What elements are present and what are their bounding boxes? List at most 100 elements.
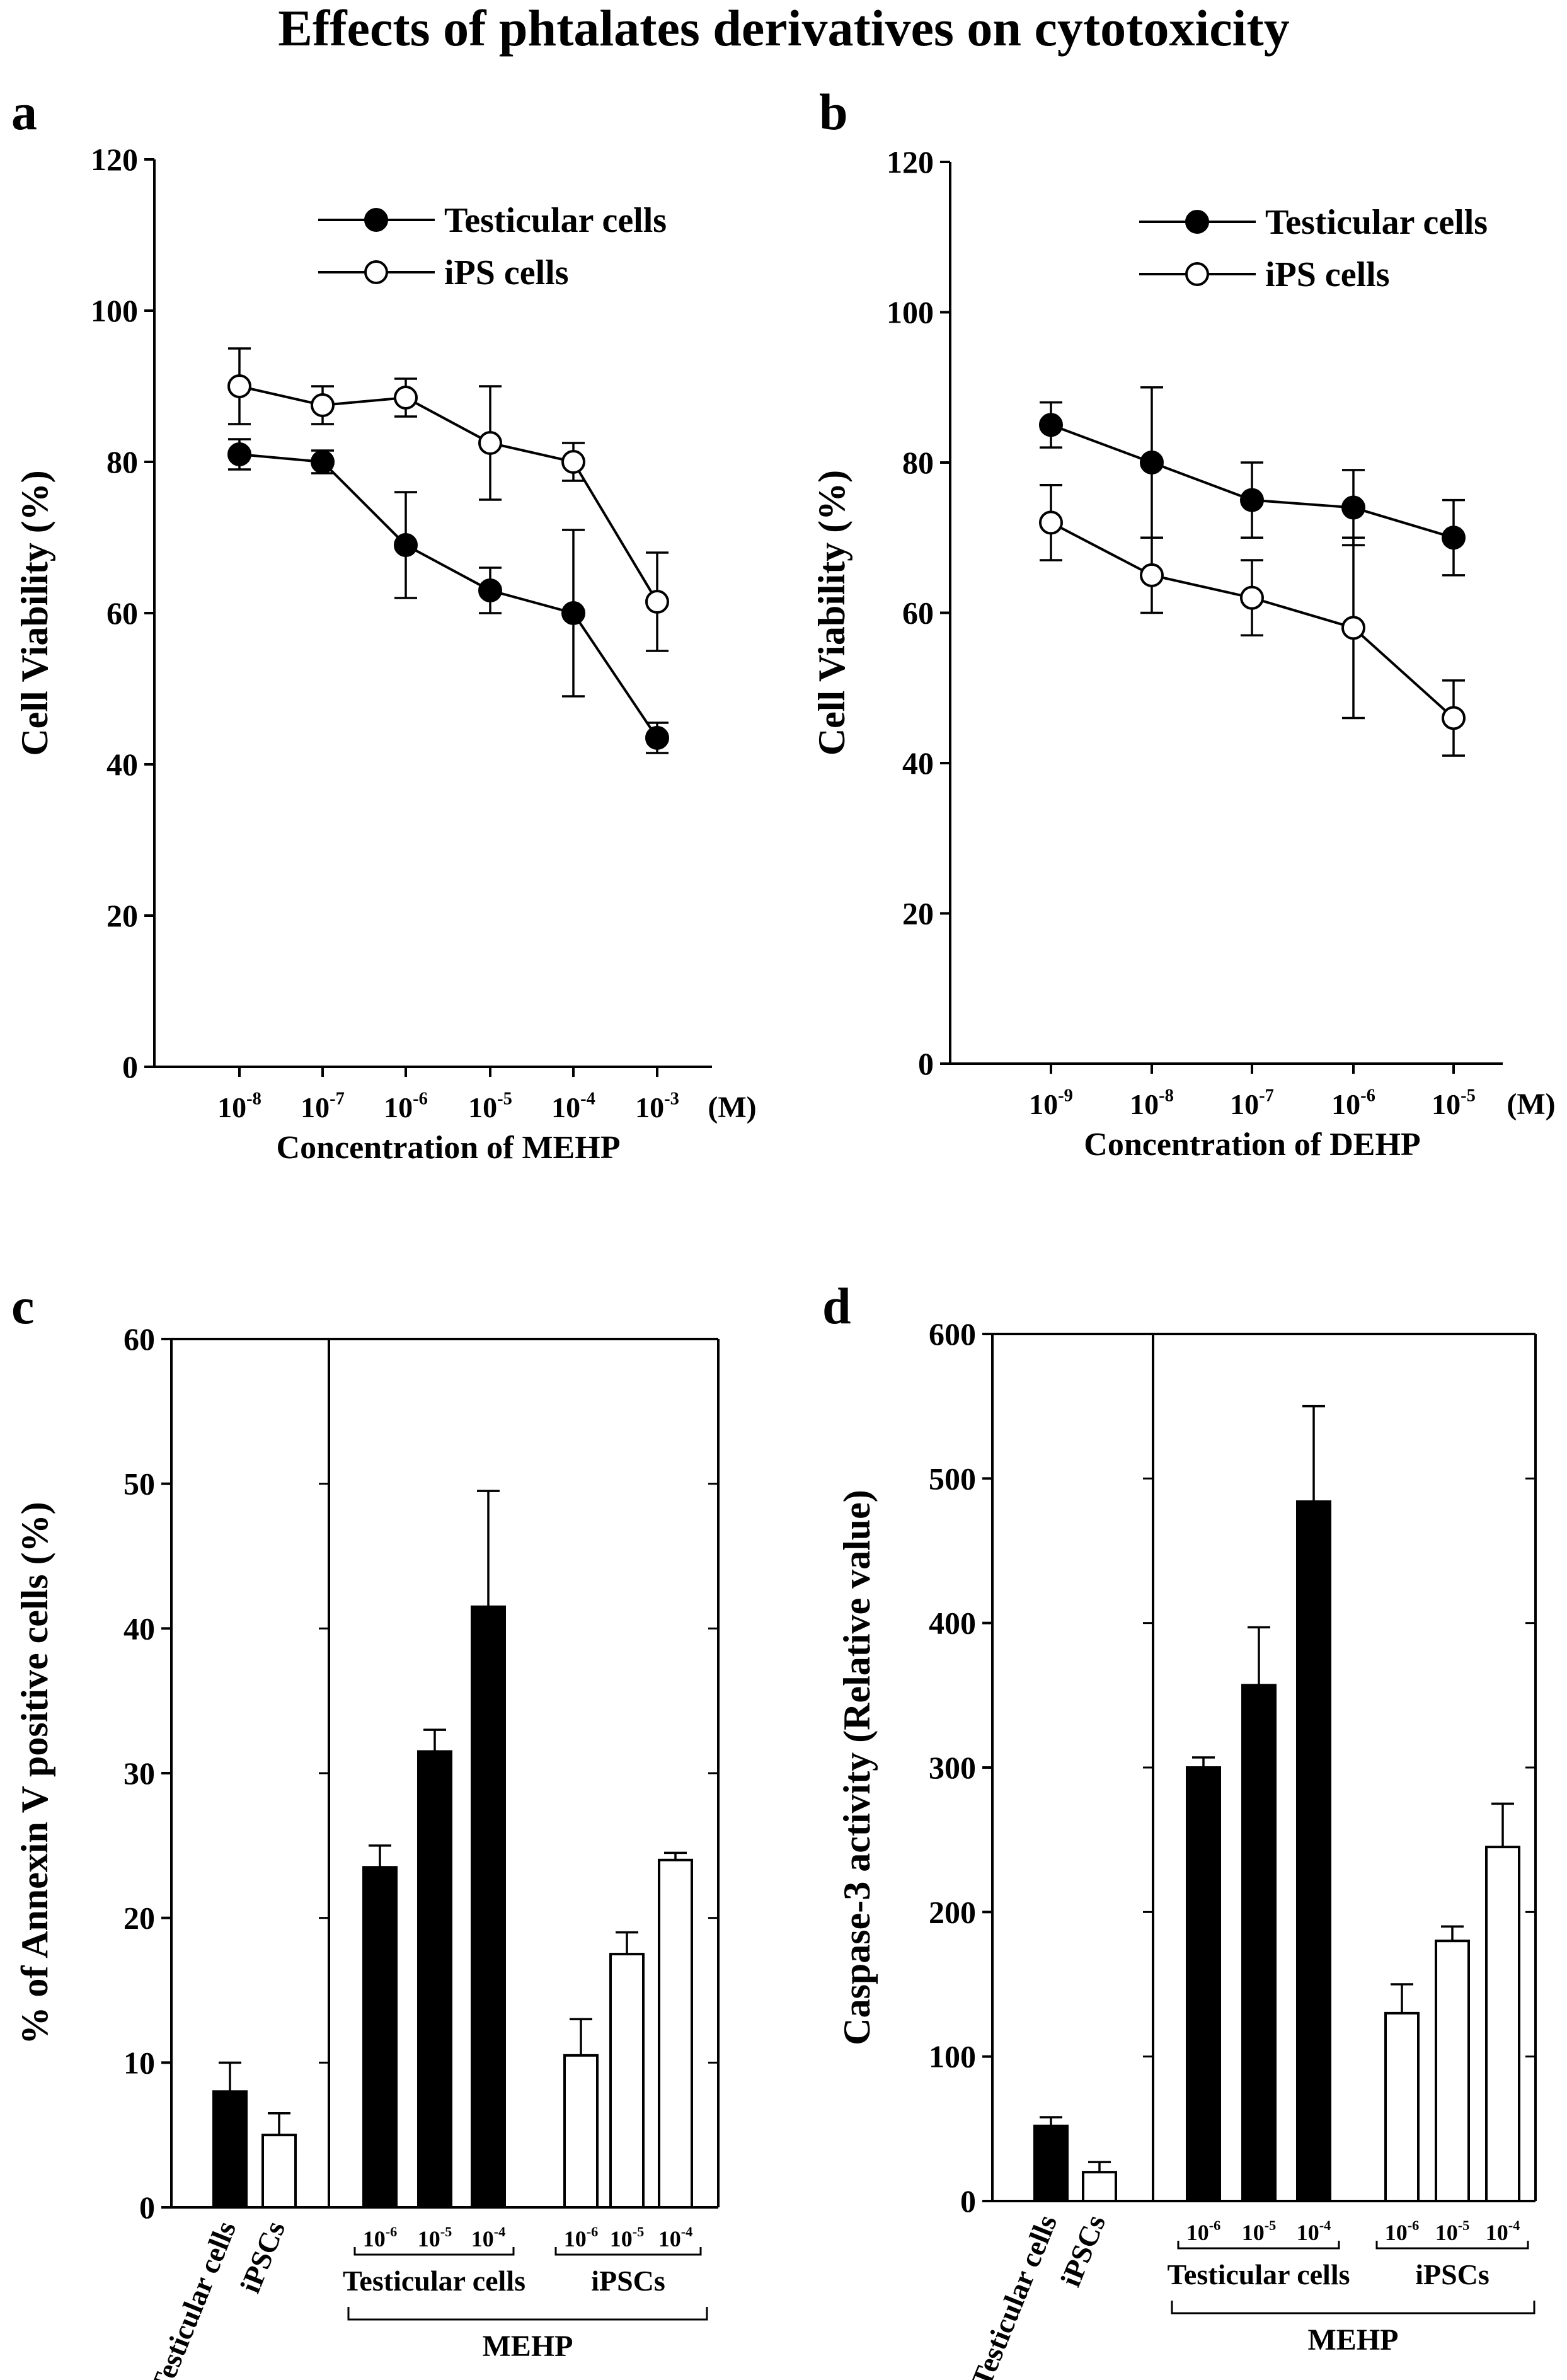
series-2-legend-marker bbox=[1185, 262, 1209, 286]
dose-tick-label: 10-4 bbox=[471, 2224, 506, 2251]
dose-tick-label: 10-5 bbox=[1435, 2217, 1470, 2245]
x-tick-label: 10-8 bbox=[217, 1089, 261, 1124]
group-2-bar bbox=[1384, 2011, 1420, 2203]
x-unit-label: (M) bbox=[708, 1091, 756, 1124]
treatment-label: MEHP bbox=[483, 2330, 573, 2363]
group-2-bar bbox=[1435, 1940, 1470, 2202]
series-2-legend-label: iPS cells bbox=[444, 253, 569, 292]
series-1-legend-label: Testicular cells bbox=[1265, 203, 1488, 242]
series-2-point bbox=[1442, 706, 1466, 730]
control-bar bbox=[1033, 2124, 1069, 2202]
x-unit-label: (M) bbox=[1507, 1088, 1555, 1121]
y-tick-label: 0 bbox=[122, 1049, 138, 1084]
y-tick-label: 120 bbox=[887, 144, 934, 180]
y-tick-label: 600 bbox=[929, 1316, 976, 1352]
panel-letter: d bbox=[822, 1277, 851, 1335]
y-tick-label: 20 bbox=[123, 1900, 155, 1936]
control-label: iPSCs bbox=[234, 2217, 291, 2297]
group-1-bar bbox=[471, 1605, 506, 2209]
y-tick-label: 40 bbox=[106, 747, 138, 782]
dose-bracket bbox=[1375, 2241, 1529, 2250]
series-1-point bbox=[394, 533, 418, 557]
dose-bracket bbox=[554, 2247, 702, 2256]
series-2-legend-marker bbox=[364, 260, 388, 284]
control-bar bbox=[212, 2090, 248, 2209]
series-2-point bbox=[1240, 585, 1264, 610]
group-label: iPSCs bbox=[1415, 2258, 1490, 2291]
series-1-point bbox=[478, 578, 502, 602]
series-1-legend-marker bbox=[1185, 210, 1209, 234]
y-tick-label: 40 bbox=[902, 745, 934, 781]
dose-tick-label: 10-4 bbox=[1297, 2217, 1331, 2245]
treatment-bracket bbox=[1171, 2301, 1535, 2314]
series-2-point bbox=[1039, 510, 1063, 535]
series-2-point bbox=[1341, 616, 1365, 640]
y-tick-label: 80 bbox=[902, 445, 934, 480]
control-bar bbox=[1082, 2171, 1117, 2202]
y-tick-label: 400 bbox=[929, 1606, 976, 1641]
group-2-bar bbox=[1485, 1846, 1520, 2202]
x-tick-label: 10-9 bbox=[1029, 1086, 1073, 1120]
y-tick-label: 0 bbox=[139, 2190, 155, 2225]
series-2-point bbox=[478, 431, 502, 455]
series-1-point bbox=[1442, 526, 1466, 550]
dose-tick-label: 10-5 bbox=[418, 2224, 452, 2251]
y-axis-title: Cell Viability (%) bbox=[14, 470, 55, 756]
y-tick-label: 100 bbox=[887, 295, 934, 330]
dose-tick-label: 10-6 bbox=[1186, 2217, 1221, 2245]
panel-letter: b bbox=[819, 83, 848, 141]
control-label: Testicular cells bbox=[965, 2210, 1063, 2380]
series-1-point bbox=[1039, 413, 1063, 437]
group-label: iPSCs bbox=[591, 2265, 665, 2297]
series-2-point bbox=[1140, 563, 1164, 587]
x-tick-label: 10-6 bbox=[1331, 1086, 1375, 1120]
y-tick-label: 500 bbox=[929, 1461, 976, 1496]
dose-tick-label: 10-5 bbox=[1242, 2217, 1277, 2245]
y-tick-label: 300 bbox=[929, 1750, 976, 1785]
y-axis-title: Cell Viability (%) bbox=[811, 470, 852, 756]
series-2-point bbox=[561, 450, 585, 474]
series-2-point bbox=[394, 386, 418, 410]
group-label: Testicular cells bbox=[1167, 2258, 1350, 2291]
series-1-point bbox=[1240, 488, 1264, 512]
y-tick-label: 30 bbox=[123, 1756, 155, 1791]
series-2-point bbox=[227, 374, 251, 398]
panel-b: b 0 20 40 60 80 100 120 Cell Viability (%) 10-9 10… bbox=[811, 83, 1556, 1163]
y-tick-label: 120 bbox=[91, 142, 138, 177]
x-tick-label: 10-5 bbox=[1432, 1086, 1476, 1120]
x-tick-label: 10-6 bbox=[384, 1089, 428, 1124]
treatment-bracket bbox=[347, 2307, 708, 2321]
panel-d: d 0 100 200 300 400 500 600 Caspase-3 activity (… bbox=[822, 1277, 1537, 2380]
dose-tick-label: 10-6 bbox=[564, 2224, 599, 2251]
y-tick-label: 100 bbox=[929, 2039, 976, 2074]
group-1-bar bbox=[1296, 1500, 1331, 2202]
y-tick-label: 60 bbox=[902, 595, 934, 631]
panel-letter: c bbox=[11, 1277, 34, 1335]
y-tick-label: 200 bbox=[929, 1894, 976, 1929]
dose-tick-label: 10-6 bbox=[363, 2224, 398, 2251]
panel-c: c 0 10 20 30 40 50 60 % of Annexin V positive ce… bbox=[11, 1277, 720, 2380]
x-tick-label: 10-7 bbox=[301, 1089, 345, 1124]
series-1-point bbox=[227, 442, 251, 466]
y-tick-label: 40 bbox=[123, 1611, 155, 1646]
treatment-label: MEHP bbox=[1308, 2323, 1399, 2357]
group-2-bar bbox=[658, 1858, 693, 2209]
y-tick-label: 20 bbox=[902, 896, 934, 931]
series-1-point bbox=[1140, 451, 1164, 474]
y-axis-title: Caspase-3 activity (Relative value) bbox=[836, 1490, 878, 2045]
y-tick-label: 10 bbox=[123, 2045, 155, 2080]
group-1-bar bbox=[1186, 1766, 1221, 2202]
dose-tick-label: 10-5 bbox=[610, 2224, 645, 2251]
dose-tick-label: 10-4 bbox=[1486, 2217, 1520, 2245]
dose-bracket bbox=[1177, 2241, 1340, 2250]
y-tick-label: 0 bbox=[918, 1046, 934, 1081]
series-2-legend-label: iPS cells bbox=[1265, 255, 1390, 294]
figure-title: Effects of phtalates derivatives on cyto… bbox=[278, 0, 1290, 57]
control-bar bbox=[261, 2134, 297, 2209]
x-tick-label: 10-8 bbox=[1130, 1086, 1174, 1120]
x-axis-title: Concentration of DEHP bbox=[1084, 1127, 1420, 1163]
group-1-bar bbox=[1241, 1684, 1277, 2202]
x-tick-label: 10-5 bbox=[468, 1089, 512, 1124]
y-tick-label: 0 bbox=[960, 2183, 976, 2219]
series-1-point bbox=[311, 450, 335, 474]
